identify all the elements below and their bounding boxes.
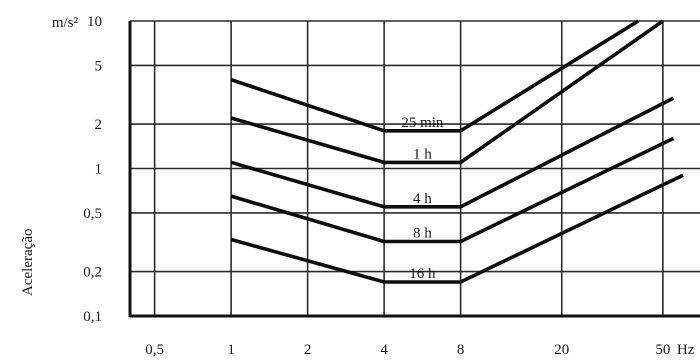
chart-axes xyxy=(128,21,700,318)
series-label: 4 h xyxy=(413,191,432,207)
x-tick-label: 2 xyxy=(304,342,312,358)
series-line-8-h xyxy=(230,136,675,244)
y-axis-title: Aceleração xyxy=(20,229,36,296)
series-label: 25 min xyxy=(401,115,444,131)
y-tick-label: 10 xyxy=(87,14,102,30)
series-line-1-h xyxy=(230,19,664,165)
y-tick-label: 0,2 xyxy=(83,265,102,281)
chart-series-layer xyxy=(230,19,684,284)
series-line-4-h xyxy=(230,96,675,209)
y-tick-label: 1 xyxy=(95,162,103,178)
series-label: 1 h xyxy=(413,146,432,162)
x-tick-label: 8 xyxy=(457,342,465,358)
series-label: 16 h xyxy=(409,266,436,282)
x-unit-label: Hz xyxy=(677,342,695,358)
x-tick-label: 50 xyxy=(655,342,670,358)
chart-labels: 0,1 0,2 0,5 1 2 5 10 m/s² 0,5 1 2 4 8 20 50 Hz Aceleraçã… xyxy=(20,14,695,358)
series-label: 8 h xyxy=(413,225,432,241)
y-tick-label: 5 xyxy=(95,58,103,74)
series-line-25-min xyxy=(230,19,640,133)
y-tick-label: 0,1 xyxy=(83,309,102,325)
series-line-16-h xyxy=(230,173,684,284)
y-tick-label: 0,5 xyxy=(83,206,102,222)
y-unit-label: m/s² xyxy=(52,15,79,31)
x-tick-label: 4 xyxy=(380,342,388,358)
x-tick-label: 20 xyxy=(554,342,569,358)
x-tick-label: 1 xyxy=(227,342,235,358)
y-tick-label: 2 xyxy=(95,117,103,133)
x-tick-label: 0,5 xyxy=(145,342,164,358)
